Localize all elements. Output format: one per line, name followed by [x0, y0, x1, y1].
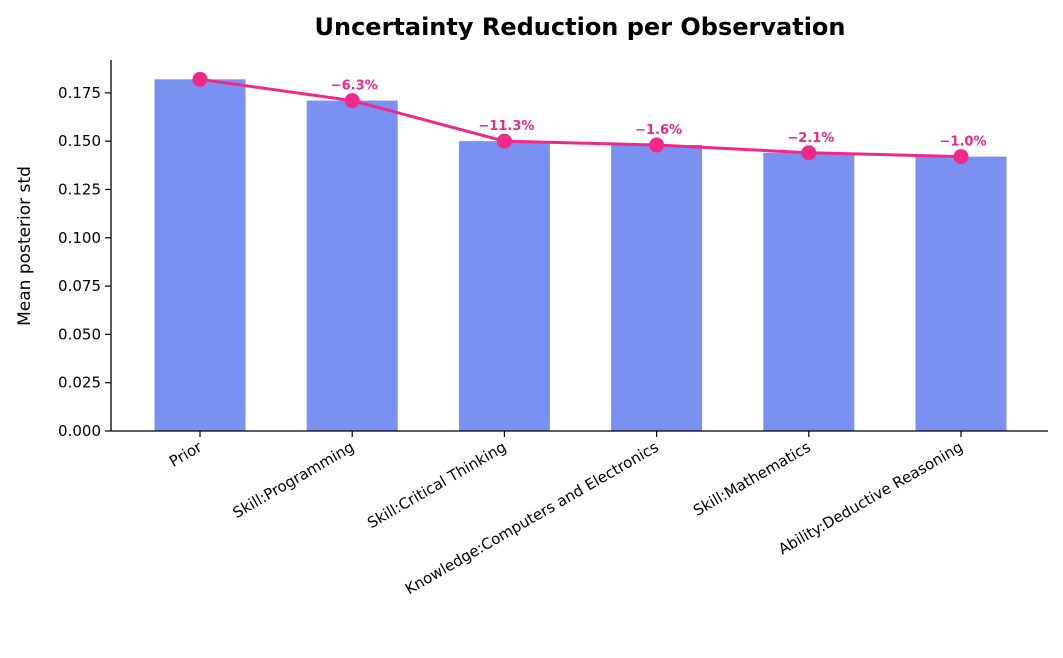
line-point-0	[192, 71, 208, 87]
data-label-5: −1.0%	[940, 135, 987, 150]
line-point-2	[496, 133, 512, 149]
line-point-4	[801, 145, 817, 161]
y-tick-label-1: 0.025	[58, 374, 101, 392]
line-point-1	[344, 93, 360, 109]
x-tick-label-4: Skill:Mathematics	[690, 438, 814, 520]
bar-5	[915, 156, 1007, 432]
y-tick-label-5: 0.125	[58, 180, 101, 198]
x-tick-label-3: Knowledge:Computers and Electronics	[402, 438, 662, 598]
y-tick-label-2: 0.050	[58, 325, 101, 343]
bar-0	[154, 79, 246, 432]
bar-3	[611, 145, 703, 432]
bar-4	[763, 152, 855, 431]
y-tick-label-7: 0.175	[58, 84, 101, 102]
data-label-2: −11.3%	[478, 119, 534, 134]
annotations-group: −6.3% −11.3% −1.6% −2.1% −1.0%	[331, 79, 987, 150]
y-tick-label-0: 0.000	[58, 422, 101, 440]
x-tick-label-0: Prior	[166, 437, 206, 470]
data-label-1: −6.3%	[331, 79, 378, 94]
line-point-5	[953, 149, 969, 165]
y-tick-label-4: 0.100	[58, 229, 101, 247]
y-axis-label: Mean posterior std	[15, 166, 35, 326]
x-tick-label-1: Skill:Programming	[230, 438, 358, 522]
bar-1	[306, 100, 398, 431]
x-tick-label-2: Skill:Critical Thinking	[364, 438, 509, 532]
data-label-3: −1.6%	[635, 123, 682, 138]
series-line	[199, 77, 962, 159]
y-tick-label-3: 0.075	[58, 277, 101, 295]
line-point-3	[649, 137, 665, 153]
chart-title: Uncertainty Reduction per Observation	[315, 13, 846, 41]
line-series-group	[192, 71, 969, 165]
bars-group	[154, 79, 1007, 432]
y-tick-label-6: 0.150	[58, 132, 101, 150]
data-label-4: −2.1%	[787, 131, 834, 146]
bar-2	[458, 141, 550, 431]
